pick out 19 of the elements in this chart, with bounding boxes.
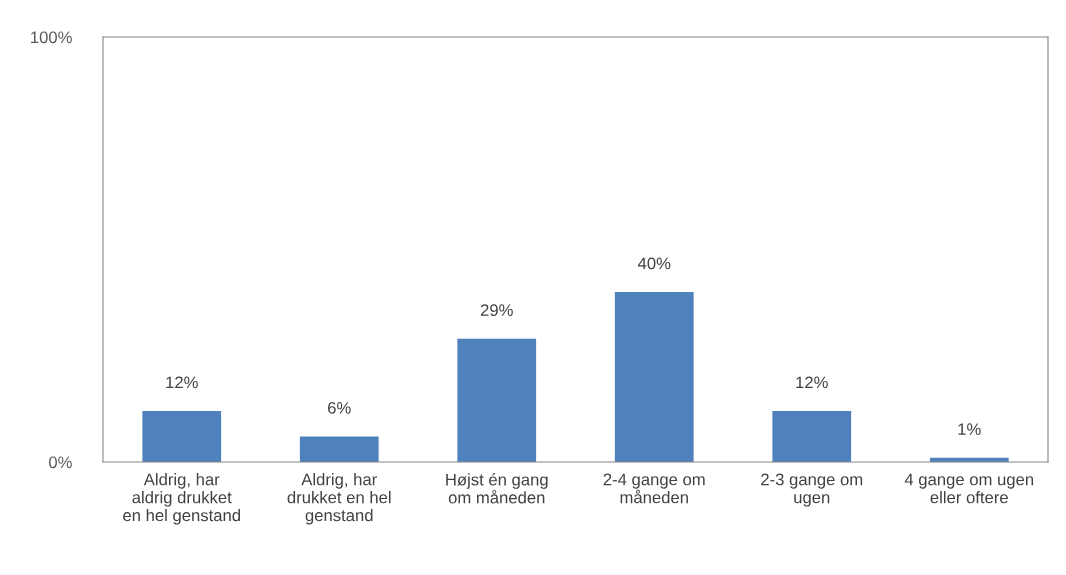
x-tick-label: Aldrig, har drukket en hel genstand: [287, 473, 391, 525]
bar: [614, 292, 694, 462]
bar: [457, 338, 537, 462]
x-tick-label: 2-4 gange om måneden: [603, 473, 705, 504]
bar: [772, 411, 852, 462]
x-tick-label: Aldrig, har aldrig drukket en hel genstand: [123, 473, 240, 525]
y-tick-label: 0%: [49, 456, 72, 469]
data-label: 12%: [166, 376, 198, 389]
y-tick-label: 100%: [31, 31, 72, 44]
bar: [299, 436, 379, 462]
x-tick-label: 2-3 gange om ugen: [761, 473, 863, 507]
data-label: 40%: [637, 257, 671, 270]
data-label: 12%: [796, 376, 828, 389]
x-tick-label: Højst én gang om måneden: [446, 473, 548, 504]
data-label: 6%: [328, 401, 351, 414]
x-tick-label: 4 gange om ugen eller oftere: [904, 473, 1034, 504]
data-label: 29%: [480, 304, 513, 317]
data-label: 1%: [958, 423, 981, 435]
bar: [142, 411, 222, 462]
